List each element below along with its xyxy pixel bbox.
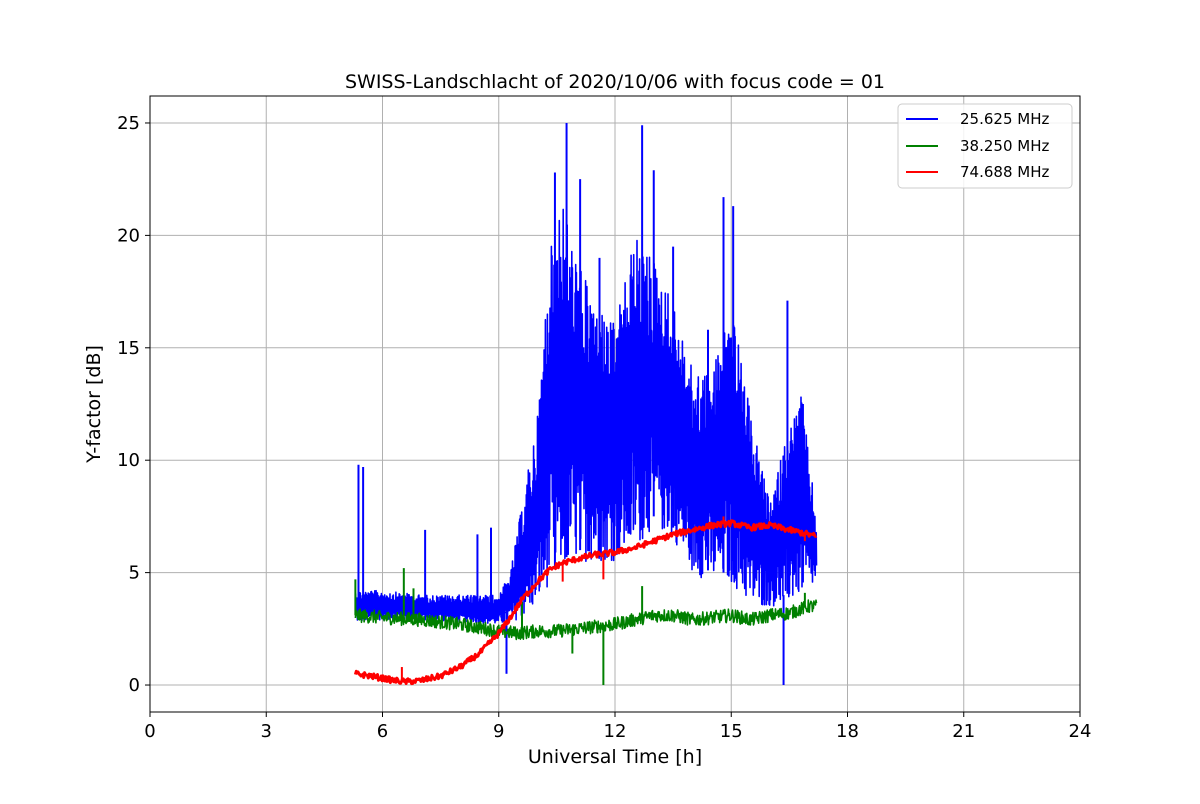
x-tick-label: 0 — [144, 721, 155, 742]
x-axis-label: Universal Time [h] — [528, 746, 702, 768]
x-tick-label: 3 — [261, 721, 272, 742]
y-tick-label: 5 — [129, 563, 140, 584]
series-line — [353, 519, 818, 686]
legend-box — [897, 103, 1073, 189]
legend-label-25mhz: 25.625 MHz — [960, 110, 1049, 128]
ticks: 0 3 6 9 12 15 18 21 24 0 5 10 15 20 25 — [117, 113, 1091, 742]
x-tick-label: 6 — [377, 721, 388, 742]
series-2 — [353, 516, 818, 686]
x-tick-label: 9 — [493, 721, 504, 742]
x-tick-label: 21 — [952, 721, 975, 742]
legend-label-38mhz: 38.250 MHz — [960, 137, 1049, 155]
series-line — [354, 208, 818, 625]
legend: 25.625 MHz 38.250 MHz 74.688 MHz — [897, 103, 1073, 189]
legend-label-74mhz: 74.688 MHz — [960, 163, 1049, 181]
series-layer — [353, 122, 818, 686]
x-tick-label: 12 — [604, 721, 627, 742]
y-tick-label: 20 — [117, 225, 140, 246]
x-tick-label: 24 — [1069, 721, 1092, 742]
y-tick-label: 10 — [117, 450, 140, 471]
y-axis-label: Y-factor [dB] — [83, 345, 105, 464]
x-tick-label: 15 — [720, 721, 743, 742]
series-1 — [354, 568, 818, 686]
chart-title: SWISS-Landschlacht of 2020/10/06 with fo… — [345, 71, 885, 93]
x-tick-label: 18 — [836, 721, 859, 742]
y-tick-label: 25 — [117, 113, 140, 134]
series-0 — [354, 122, 818, 686]
y-tick-label: 15 — [117, 338, 140, 359]
y-tick-label: 0 — [129, 675, 140, 696]
series-line — [354, 599, 818, 641]
